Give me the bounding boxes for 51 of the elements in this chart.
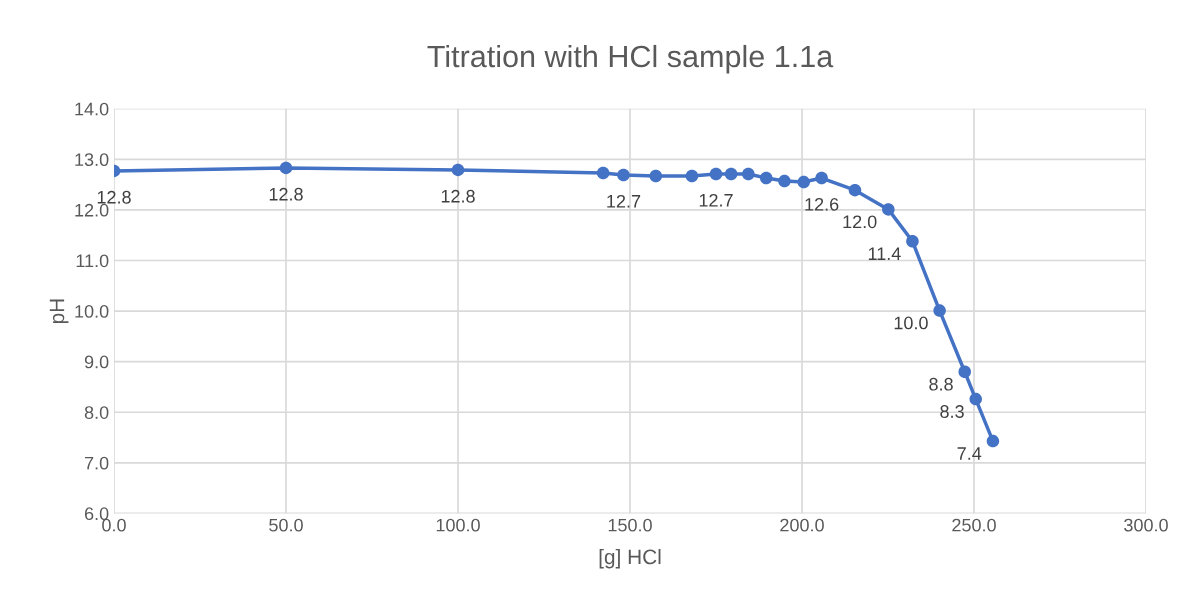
point — [279, 161, 293, 175]
data-label: 11.4 — [868, 247, 901, 260]
chart-title: Titration with HCl sample 1.1a — [427, 44, 834, 74]
point — [969, 392, 982, 406]
point — [797, 175, 810, 189]
point — [958, 365, 971, 379]
y-tick-label: 8.0 — [84, 406, 109, 419]
data-label: 12.8 — [97, 190, 131, 204]
data-label: 8.3 — [940, 405, 964, 418]
data-label: 7.4 — [957, 447, 982, 460]
point — [451, 163, 465, 177]
x-tick-label: 50.0 — [269, 518, 303, 532]
y-tick-label: 11.0 — [76, 254, 109, 268]
y-tick-label: 14.0 — [75, 102, 109, 116]
point — [685, 169, 699, 183]
y-tick-label: 6.0 — [84, 507, 109, 521]
point — [759, 171, 773, 185]
point — [778, 174, 791, 188]
y-tick-label: 13.0 — [75, 153, 109, 167]
data-label: 12.7 — [699, 193, 733, 207]
x-tick-label: 300.0 — [1124, 518, 1168, 532]
point — [986, 434, 1000, 448]
x-tick-label: 100.0 — [436, 518, 480, 532]
data-label: 12.0 — [843, 215, 877, 229]
point — [596, 166, 610, 180]
point — [617, 168, 630, 182]
x-tick-label: 250.0 — [952, 518, 996, 532]
point — [933, 304, 946, 317]
point — [906, 235, 919, 248]
y-tick-label: 12.0 — [75, 203, 109, 217]
point — [724, 167, 738, 181]
point — [848, 183, 862, 197]
x-tick-label: 0.0 — [102, 518, 126, 532]
point — [815, 171, 828, 185]
y-axis-title: pH — [49, 299, 69, 324]
point — [742, 167, 755, 181]
point — [882, 203, 895, 216]
y-tick-label: 10.0 — [75, 304, 109, 318]
data-label: 10.0 — [894, 316, 928, 330]
data-label: 12.8 — [441, 189, 475, 203]
point — [649, 169, 663, 183]
x-tick-label: 150.0 — [608, 518, 652, 532]
x-tick-label: 200.0 — [780, 518, 824, 532]
data-label: 8.8 — [929, 377, 953, 391]
x-axis-title: [g] HCl — [599, 548, 661, 569]
data-label: 12.8 — [269, 187, 303, 201]
y-tick-label: 9.0 — [84, 355, 109, 369]
y-tick-label: 7.0 — [84, 456, 109, 470]
data-label: 12.7 — [607, 194, 641, 208]
point — [709, 167, 723, 181]
data-label: 12.6 — [805, 197, 839, 211]
